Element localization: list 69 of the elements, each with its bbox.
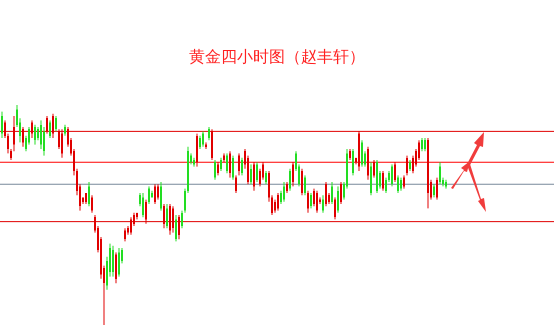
candlestick: [256, 162, 258, 182]
candlestick: [352, 148, 354, 176]
candlestick: [286, 182, 288, 194]
candlestick: [232, 155, 234, 180]
candlestick: [208, 126, 210, 141]
candlestick: [349, 148, 351, 160]
candlestick: [55, 116, 57, 132]
candlestick: [142, 192, 144, 218]
candlestick: [166, 204, 168, 229]
candlestick: [433, 184, 435, 198]
candlestick: [37, 126, 39, 141]
candlestick: [436, 177, 438, 200]
candlestick: [202, 130, 204, 148]
candlestick: [265, 170, 267, 185]
candlestick: [289, 168, 291, 192]
candlestick: [85, 192, 87, 204]
candlestick: [400, 177, 402, 192]
chart-title: 黄金四小时图（赵丰轩）: [189, 47, 365, 66]
candlestick: [391, 164, 393, 187]
candlestick: [403, 174, 405, 190]
candlestick: [283, 182, 285, 202]
candlestick: [322, 194, 324, 214]
candlestick: [214, 160, 216, 180]
candlestick: [361, 140, 363, 168]
candlestick: [124, 228, 126, 242]
candlestick: [340, 182, 342, 204]
candlestick: [175, 214, 177, 242]
candlestick: [301, 168, 303, 196]
candlestick: [235, 174, 237, 194]
candlestick: [304, 174, 306, 196]
candlestick: [226, 152, 228, 174]
candlestick: [64, 124, 66, 136]
candlestick: [325, 182, 327, 207]
candlestick: [406, 155, 408, 176]
candlestick: [382, 170, 384, 192]
candlestick: [439, 162, 441, 185]
candlestick: [88, 182, 90, 207]
candlestick: [49, 120, 51, 138]
candlestick: [154, 184, 156, 204]
candlestick: [421, 138, 423, 152]
candlestick: [148, 186, 150, 204]
candlestick: [199, 135, 201, 150]
candlestick: [220, 157, 222, 172]
candlestick: [373, 160, 375, 178]
candlestick: [250, 164, 252, 185]
candlestick: [277, 192, 279, 212]
candlestick: [238, 152, 240, 176]
candlestick: [112, 245, 114, 278]
candlestick: [310, 192, 312, 209]
candlestick: [118, 248, 120, 278]
candlestick: [292, 162, 294, 187]
candlestick: [181, 210, 183, 229]
candlestick: [331, 182, 333, 204]
candlestick: [253, 162, 255, 192]
candlestick: [424, 138, 426, 152]
candlestick: [217, 162, 219, 176]
candlestick: [34, 124, 36, 146]
candlestick: [160, 182, 162, 212]
candlestick: [1, 111, 3, 138]
candlestick: [229, 150, 231, 178]
candlestick: [337, 186, 339, 214]
candlestick: [91, 194, 93, 214]
candlestick: [409, 160, 411, 172]
candlestick: [241, 157, 243, 176]
candlestick: [397, 174, 399, 194]
candlestick: [316, 190, 318, 214]
candlestick: [394, 162, 396, 182]
candlestick: [157, 184, 159, 200]
candlestick: [307, 190, 309, 214]
